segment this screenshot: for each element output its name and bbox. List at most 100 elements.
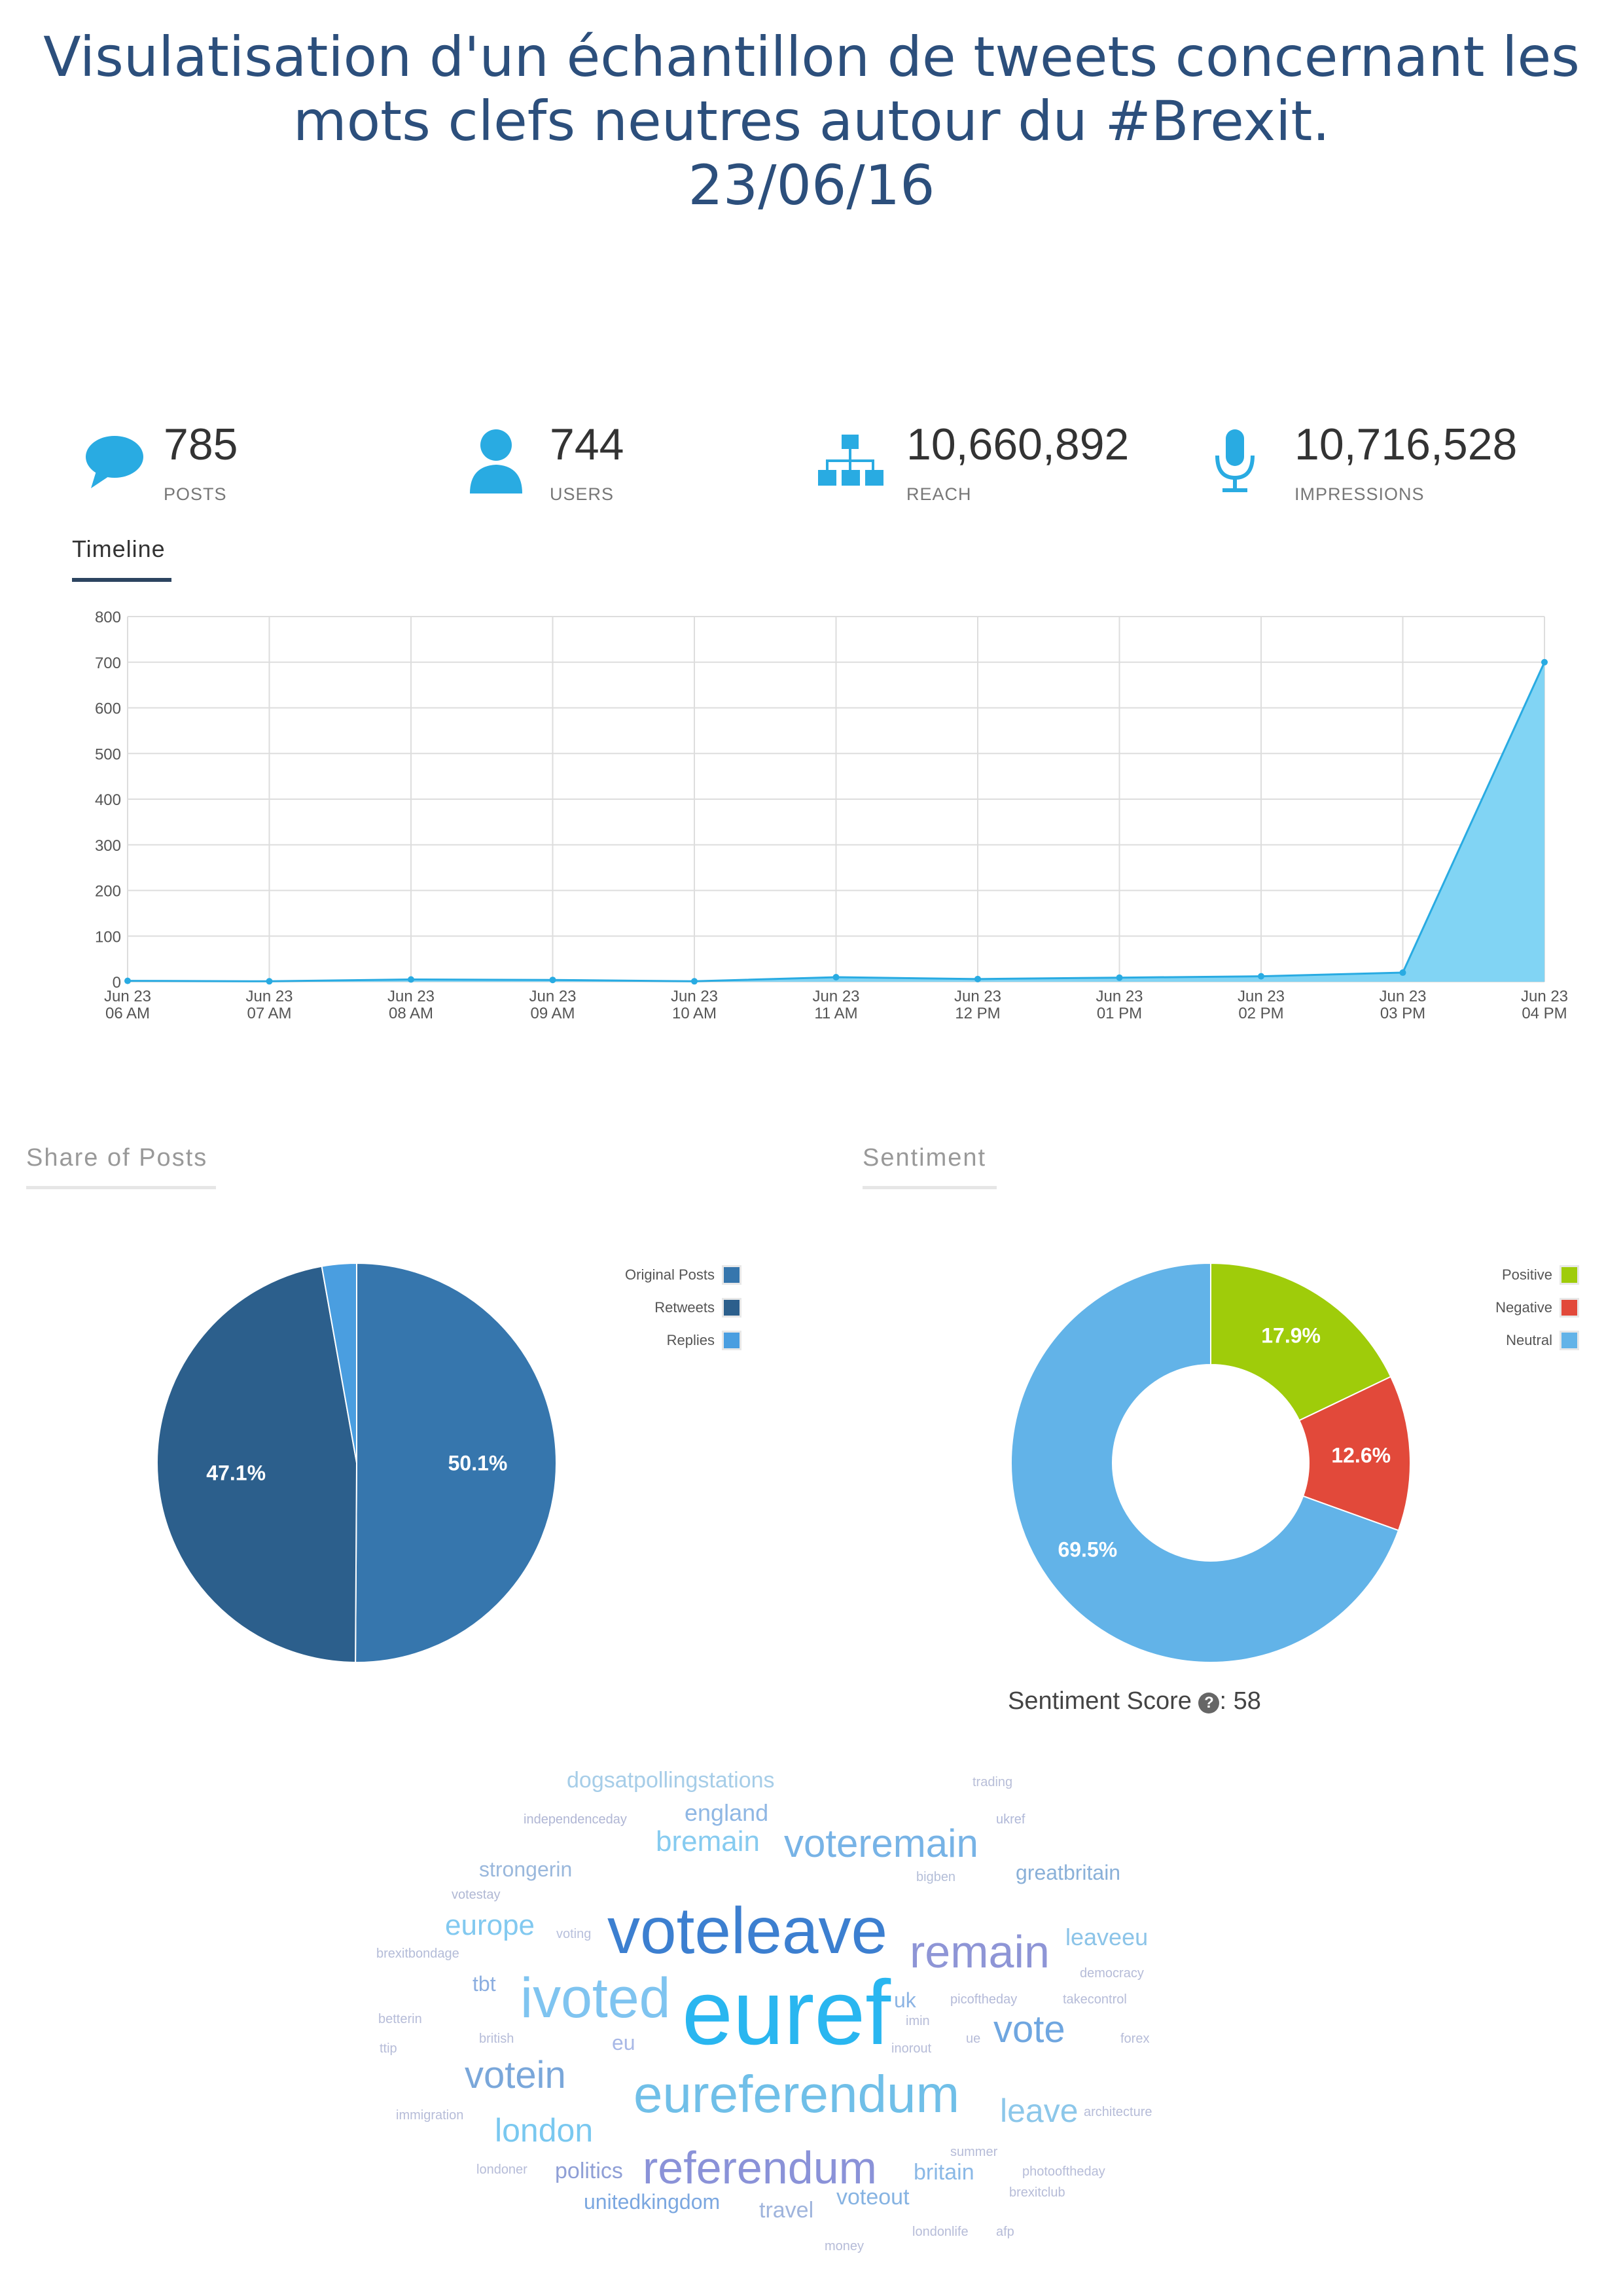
word-cloud-term[interactable]: londoner (476, 2162, 527, 2177)
word-cloud-term[interactable]: takecontrol (1063, 1992, 1127, 2007)
tab-timeline[interactable]: Timeline (72, 535, 166, 562)
x-tick-label: Jun 23 (1238, 988, 1285, 1005)
word-cloud-term[interactable]: votestay (452, 1888, 501, 1902)
word-cloud-term[interactable]: leave (1000, 2092, 1079, 2129)
word-cloud-term[interactable]: vote (993, 2008, 1065, 2051)
word-cloud-term[interactable]: greatbritain (1016, 1861, 1121, 1884)
word-cloud-term[interactable]: politics (555, 2159, 623, 2183)
x-tick-label: Jun 23 (529, 988, 576, 1005)
page-title: Visulatisation d'un échantillon de tweet… (0, 25, 1623, 217)
hierarchy-icon (818, 435, 883, 486)
word-cloud-term[interactable]: betterin (378, 2012, 422, 2026)
word-cloud-term[interactable]: voteremain (784, 1821, 978, 1865)
word-cloud-term[interactable]: tbt (473, 1972, 496, 1996)
word-cloud-term[interactable]: uk (894, 1988, 916, 2012)
word-cloud-term[interactable]: trading (972, 1775, 1013, 1789)
word-cloud-term[interactable]: voting (556, 1927, 592, 1941)
sentiment-donut: 17.9% 12.6% 69.5% (1010, 1262, 1411, 1663)
word-cloud-term[interactable]: remain (910, 1926, 1050, 1977)
legend-replies[interactable]: Replies (667, 1332, 740, 1352)
word-cloud-term[interactable]: picoftheday (950, 1992, 1018, 2007)
word-cloud-term[interactable]: voteout (836, 2185, 910, 2210)
positive-data-label: 17.9% (1261, 1323, 1321, 1347)
retweets-slice[interactable] (156, 1265, 358, 1664)
x-tick-label: 02 PM (1238, 1005, 1283, 1022)
timeline-point[interactable] (1258, 973, 1264, 980)
word-cloud-term[interactable]: britain (914, 2160, 974, 2185)
timeline-point[interactable] (1541, 658, 1548, 666)
word-cloud-term[interactable]: ivoted (520, 1967, 671, 2030)
word-cloud-term[interactable]: bigben (916, 1870, 956, 1884)
original-posts-data-label: 50.1% (448, 1452, 508, 1475)
timeline-point[interactable] (266, 978, 273, 985)
legend-neutral-label: Neutral (1506, 1332, 1552, 1348)
timeline-point[interactable] (832, 974, 840, 981)
word-cloud-term[interactable]: brexitbondage (376, 1946, 459, 1961)
word-cloud-term[interactable]: england (685, 1799, 769, 1826)
replies-slice[interactable] (321, 1262, 357, 1463)
word-cloud-term[interactable]: europe (445, 1909, 535, 1941)
word-cloud-term[interactable]: eu (612, 2031, 635, 2054)
word-cloud-term[interactable]: strongerin (479, 1857, 573, 1881)
word-cloud-term[interactable]: architecture (1084, 2105, 1152, 2119)
timeline-point[interactable] (691, 978, 698, 985)
word-cloud-term[interactable]: money (825, 2239, 865, 2253)
timeline-point[interactable] (124, 977, 131, 984)
timeline-point[interactable] (408, 976, 414, 983)
timeline-point[interactable] (974, 975, 981, 982)
stat-users-value: 744 (550, 420, 624, 469)
legend-neutral[interactable]: Neutral (1506, 1332, 1577, 1352)
original-posts-slice[interactable] (355, 1262, 557, 1663)
x-tick-label: Jun 23 (245, 988, 293, 1005)
word-cloud-term[interactable]: photooftheday (1022, 2164, 1105, 2179)
word-cloud-term[interactable]: bremain (656, 1825, 760, 1857)
legend-original-posts[interactable]: Original Posts (625, 1266, 740, 1286)
y-tick-label: 400 (95, 791, 121, 809)
word-cloud-term[interactable]: afp (996, 2225, 1014, 2239)
neutral-slice[interactable] (1010, 1262, 1400, 1663)
word-cloud-term[interactable]: brexitclub (1009, 2185, 1065, 2200)
legend-neutral-swatch (1561, 1333, 1577, 1348)
word-cloud-term[interactable]: euref (682, 1961, 891, 2064)
timeline-point[interactable] (1116, 974, 1123, 981)
word-cloud-term[interactable]: travel (759, 2198, 814, 2223)
positive-slice[interactable] (1210, 1262, 1392, 1422)
legend-negative[interactable]: Negative (1495, 1299, 1577, 1319)
word-cloud-term[interactable]: summer (950, 2145, 998, 2159)
word-cloud-term[interactable]: imin (906, 2014, 930, 2028)
word-cloud-term[interactable]: votein (465, 2054, 566, 2096)
word-cloud-term[interactable]: dogsatpollingstations (567, 1768, 775, 1793)
word-cloud-term[interactable]: ttip (380, 2041, 397, 2056)
x-tick-label: 10 AM (672, 1005, 717, 1022)
word-cloud-term[interactable]: london (495, 2112, 594, 2149)
word-cloud-term[interactable]: inorout (891, 2041, 932, 2056)
legend-positive[interactable]: Positive (1502, 1266, 1577, 1286)
word-cloud-term[interactable]: eureferendum (633, 2065, 960, 2123)
word-cloud-term[interactable]: independenceday (524, 1812, 627, 1827)
word-cloud-term[interactable]: leaveeu (1065, 1924, 1149, 1950)
legend-replies-label: Replies (666, 1332, 715, 1348)
user-icon (470, 429, 522, 493)
tab-timeline-underline (72, 578, 171, 582)
share-of-posts-pie: 50.1% 47.1% (156, 1262, 557, 1664)
title-line-3: 23/06/16 (688, 153, 935, 217)
word-cloud-term[interactable]: londonlife (912, 2225, 969, 2239)
word-cloud-term[interactable]: forex (1120, 2032, 1150, 2046)
word-cloud-term[interactable]: voteleave (607, 1894, 888, 1967)
title-line-1: Visulatisation d'un échantillon de tweet… (43, 25, 1580, 89)
word-cloud-term[interactable]: unitedkingdom (584, 2190, 721, 2214)
negative-slice[interactable] (1298, 1376, 1411, 1532)
word-cloud-term[interactable]: ue (966, 2032, 981, 2046)
word-cloud-term[interactable]: referendum (643, 2142, 877, 2193)
word-cloud-term[interactable]: democracy (1080, 1966, 1144, 1981)
help-icon[interactable]: ? (1198, 1693, 1220, 1713)
word-cloud-term[interactable]: immigration (396, 2108, 464, 2123)
word-cloud-term[interactable]: british (479, 2032, 514, 2046)
y-tick-label: 0 (113, 974, 121, 992)
stat-impressions-label: IMPRESSIONS (1294, 484, 1425, 504)
word-cloud-term[interactable]: ukref (996, 1812, 1026, 1827)
timeline-point[interactable] (549, 977, 556, 984)
legend-retweets[interactable]: Retweets (654, 1299, 740, 1319)
timeline-point[interactable] (1399, 969, 1406, 977)
